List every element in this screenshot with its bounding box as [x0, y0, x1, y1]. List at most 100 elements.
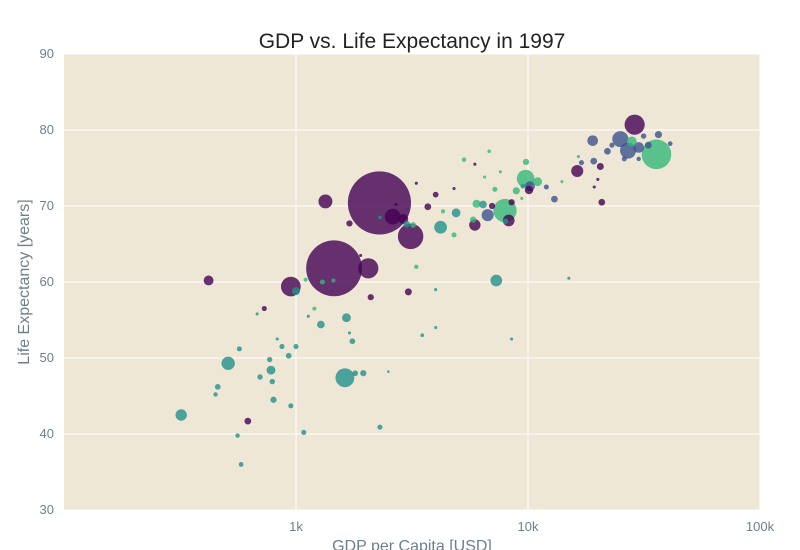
data-point — [451, 232, 457, 238]
data-point — [461, 157, 467, 162]
x-axis-label: GDP per Capita [USD] — [332, 538, 492, 550]
y-tick-label: 80 — [40, 122, 54, 137]
data-point — [576, 155, 581, 159]
data-point — [255, 312, 259, 316]
data-point — [279, 344, 285, 350]
data-point — [533, 177, 543, 187]
data-point — [640, 133, 647, 139]
data-point — [301, 429, 307, 436]
y-axis-ticks: 30 40 50 60 70 80 90 — [40, 46, 54, 517]
data-points — [175, 114, 673, 467]
data-point — [377, 424, 383, 430]
data-point — [360, 370, 367, 377]
data-point — [434, 220, 447, 234]
y-tick-label: 90 — [40, 46, 54, 61]
data-point — [522, 158, 530, 166]
data-point — [598, 198, 606, 206]
data-point — [203, 275, 214, 286]
data-point — [275, 337, 279, 341]
data-point — [306, 314, 310, 318]
data-point — [440, 209, 445, 214]
data-point — [319, 279, 325, 285]
data-point — [175, 409, 187, 421]
y-tick-label: 40 — [40, 426, 54, 441]
data-point — [492, 186, 498, 192]
data-point — [434, 288, 438, 292]
data-point — [508, 199, 515, 206]
data-point — [481, 209, 494, 222]
data-point — [291, 287, 301, 296]
data-point — [624, 114, 645, 135]
data-point — [620, 142, 637, 159]
x-tick-label: 100k — [746, 519, 775, 534]
y-axis-label: Life Expectancy [years] — [16, 199, 33, 364]
data-point — [306, 240, 362, 297]
data-point — [451, 208, 461, 218]
data-point — [560, 180, 564, 184]
data-point — [510, 337, 514, 341]
y-tick-label: 60 — [40, 274, 54, 289]
data-point — [626, 136, 637, 147]
data-point — [473, 162, 477, 166]
data-point — [359, 253, 363, 257]
data-point — [213, 392, 218, 397]
data-point — [420, 333, 425, 338]
data-point — [270, 396, 277, 403]
data-point — [434, 326, 438, 330]
data-point — [387, 370, 390, 373]
data-point — [347, 171, 412, 235]
data-point — [394, 202, 398, 207]
data-point — [520, 196, 524, 200]
data-point — [293, 344, 299, 350]
data-point — [587, 135, 598, 146]
data-point — [567, 276, 571, 280]
data-point — [414, 264, 419, 270]
data-point — [346, 220, 353, 227]
data-point — [472, 199, 481, 208]
data-point — [342, 313, 351, 323]
data-point — [285, 352, 292, 359]
y-tick-label: 30 — [40, 502, 54, 517]
data-point — [266, 356, 273, 363]
data-point — [543, 184, 549, 190]
data-point — [367, 294, 374, 301]
data-point — [596, 162, 604, 170]
x-tick-label: 1k — [289, 519, 303, 534]
data-point — [384, 208, 401, 225]
data-point — [238, 462, 244, 467]
data-point — [524, 185, 534, 195]
data-point — [352, 370, 359, 377]
data-point — [335, 368, 355, 388]
data-point — [609, 142, 615, 148]
data-point — [235, 433, 240, 438]
y-tick-label: 50 — [40, 350, 54, 365]
data-point — [397, 223, 424, 250]
data-point — [266, 365, 276, 375]
data-point — [378, 215, 382, 220]
chart-title: GDP vs. Life Expectancy in 1997 — [259, 30, 566, 53]
data-point — [257, 374, 263, 380]
data-point — [488, 202, 496, 210]
data-point — [452, 186, 456, 191]
data-point — [303, 277, 308, 282]
x-axis-ticks: 1k 10k 100k — [289, 519, 774, 534]
data-point — [487, 149, 491, 154]
x-tick-label: 10k — [518, 519, 539, 534]
data-point — [331, 278, 336, 283]
data-point — [236, 346, 242, 352]
data-point — [244, 417, 252, 425]
y-tick-label: 70 — [40, 198, 54, 213]
data-point — [214, 384, 221, 390]
data-point — [667, 141, 673, 147]
data-point — [571, 165, 584, 178]
data-point — [414, 181, 418, 185]
data-point — [636, 156, 641, 162]
data-point — [424, 203, 432, 211]
data-point — [502, 218, 509, 225]
data-point — [498, 170, 502, 174]
data-point — [633, 142, 645, 153]
data-point — [490, 274, 503, 287]
data-point — [590, 157, 598, 165]
data-point — [520, 183, 526, 189]
